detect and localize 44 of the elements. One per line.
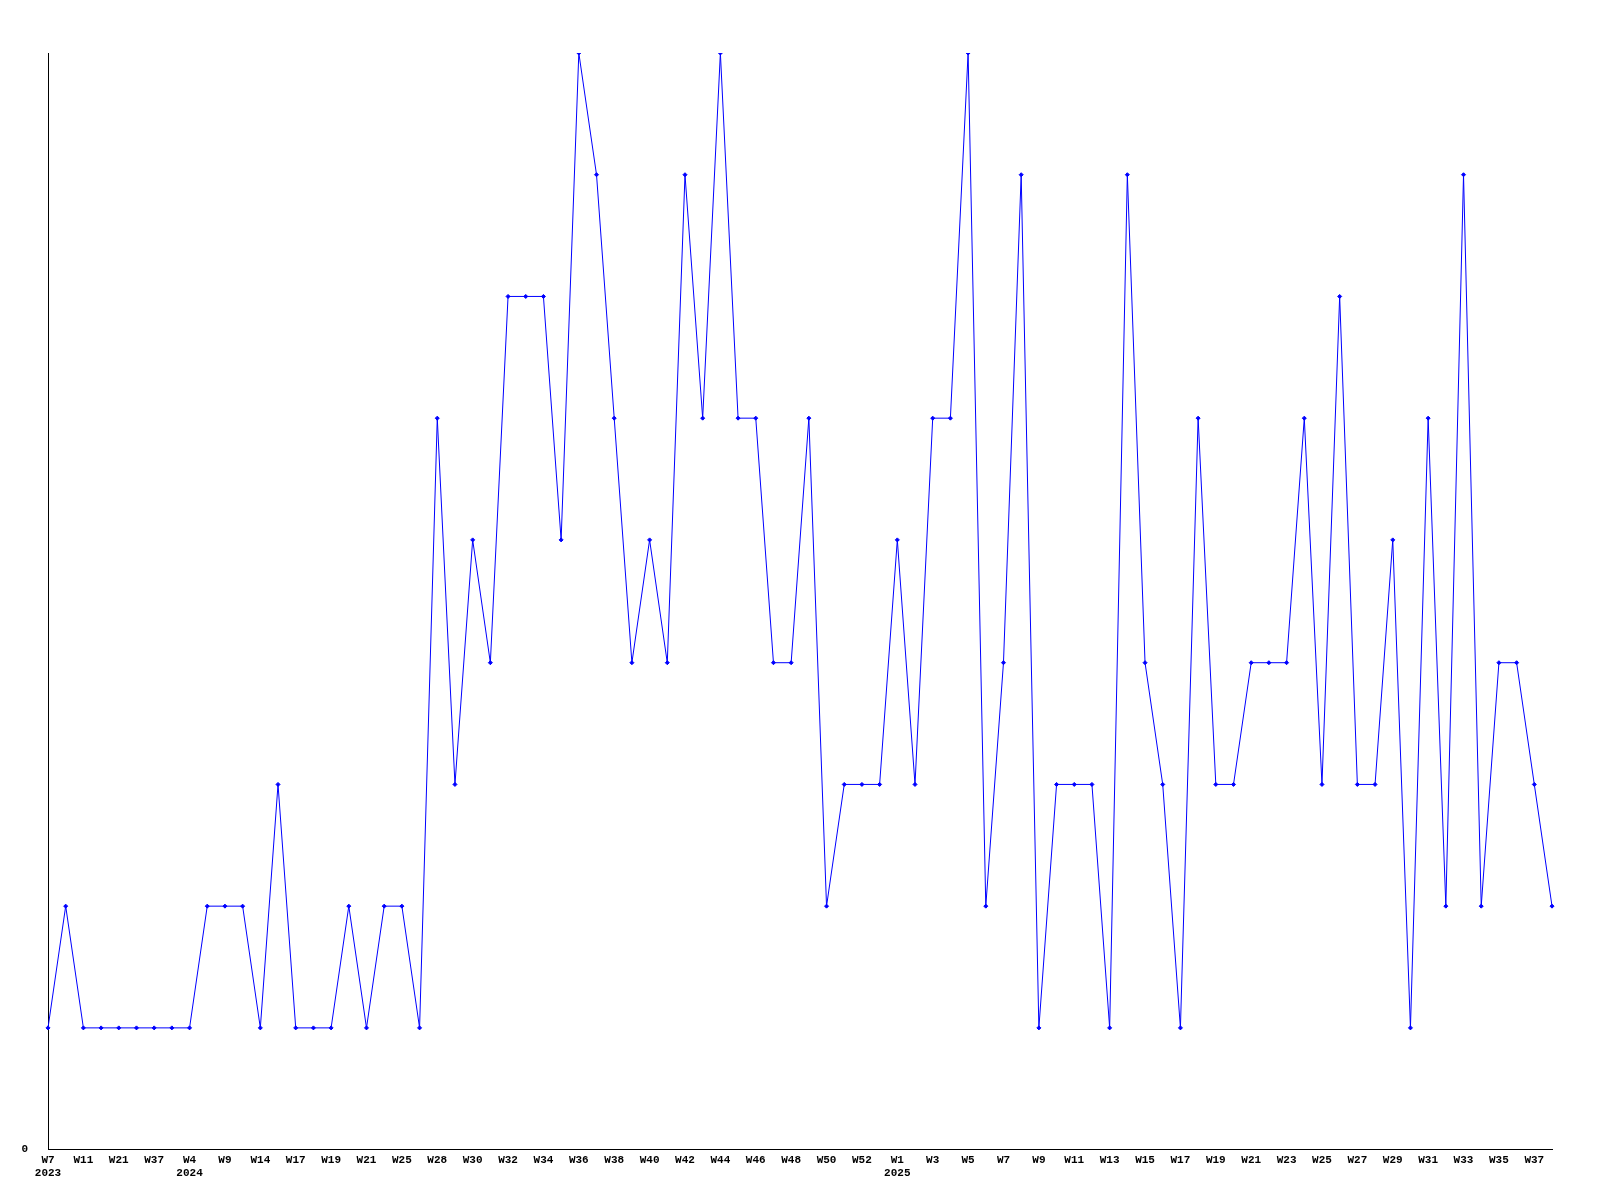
x-tick-label: W17: [285, 1153, 306, 1166]
x-tick-label: W9: [218, 1153, 232, 1166]
x-tick-label: W11: [73, 1153, 94, 1166]
x-tick-label: W17: [1170, 1153, 1191, 1166]
x-tick-label: W19: [1205, 1153, 1226, 1166]
x-tick-label: W19: [321, 1153, 342, 1166]
x-tick-label: W7: [996, 1153, 1011, 1166]
x-tick-label: W23: [1276, 1153, 1297, 1166]
x-tick-label: W4 2024: [176, 1153, 204, 1180]
x-tick-label: W35: [1489, 1153, 1510, 1166]
x-tick-label: W48: [781, 1153, 802, 1166]
text: 0: [21, 1143, 28, 1156]
x-tick-label: W25: [391, 1153, 413, 1166]
x-tick-label: W21: [1241, 1153, 1262, 1166]
x-tick-label: W46: [745, 1153, 766, 1166]
x-tick-label: W32: [498, 1153, 518, 1166]
x-tick-label: W52: [852, 1153, 872, 1166]
x-tick-label: W27: [1347, 1153, 1368, 1166]
x-tick-label: W9: [1032, 1153, 1046, 1166]
x-tick-label: W40: [639, 1153, 660, 1166]
x-tick-label: W50: [816, 1153, 837, 1166]
x-tick-label: W21: [108, 1153, 130, 1166]
x-tick-label: W21: [356, 1153, 377, 1166]
x-tick-label: W28: [427, 1153, 448, 1166]
x-tick-label: W30: [462, 1153, 483, 1166]
x-tick-label: W34: [533, 1153, 554, 1166]
x-tick-label: W44: [710, 1153, 731, 1166]
x-tick-label: W3: [926, 1153, 940, 1166]
x-tick-label: W13: [1099, 1153, 1120, 1166]
x-tick-label: W7 2023: [34, 1153, 62, 1180]
x-tick-label: W38: [604, 1153, 625, 1166]
x-tick-label: W14: [250, 1153, 271, 1166]
x-tick-label: W29: [1382, 1153, 1403, 1166]
x-tick-label: W31: [1418, 1153, 1439, 1166]
x-tick-label: W25: [1312, 1153, 1333, 1166]
x-tick-label: W11: [1064, 1153, 1085, 1166]
x-tick-label: W33: [1453, 1153, 1474, 1166]
x-tick-label: W42: [675, 1153, 695, 1166]
x-tick-label: W37: [144, 1153, 165, 1166]
x-tick-label: W37: [1524, 1153, 1545, 1166]
x-tick-label: W5: [961, 1153, 976, 1166]
x-tick-label: W15: [1135, 1153, 1156, 1166]
x-tick-label: W36: [568, 1153, 589, 1166]
x-tick-label: W1 2025: [884, 1153, 911, 1180]
